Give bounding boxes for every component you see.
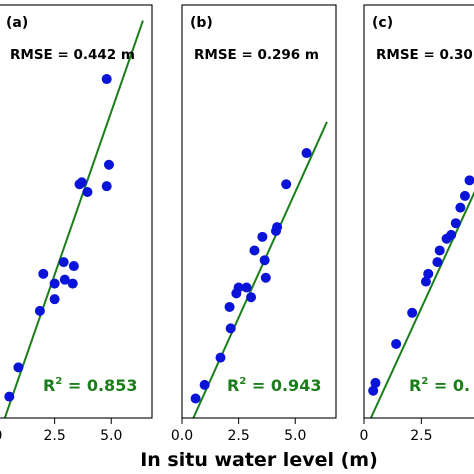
r2-exponent: 2 (421, 376, 428, 387)
data-point-9 (67, 278, 78, 289)
panel-2: 0.0 2.5 5.0 (b) RMSE = 0.296 m R2 = 0.943 (171, 4, 337, 444)
data-point-1 (368, 385, 379, 396)
x-axis-label: In situ water level (m) (140, 449, 378, 471)
panel-label: (c) (372, 15, 393, 31)
data-point-1 (190, 393, 201, 404)
data-point-5 (49, 278, 60, 289)
r2-value: = 0. (428, 376, 470, 395)
data-point-13 (459, 190, 470, 201)
data-point-13 (82, 187, 93, 198)
data-point-4 (38, 268, 49, 279)
data-point-14 (464, 175, 474, 186)
r2-text: R2 = 0. (409, 376, 470, 395)
data-point-11 (257, 231, 268, 242)
r2-exponent: 2 (239, 376, 246, 387)
data-point-4 (407, 307, 418, 318)
data-point-10 (249, 245, 260, 256)
data-point-15 (272, 222, 283, 233)
data-point-1 (4, 391, 15, 402)
data-point-5 (420, 276, 431, 287)
r2-text: R2 = 0.853 (43, 376, 137, 395)
data-point-15 (103, 159, 114, 170)
x-tick-label: 5.0 (284, 428, 306, 444)
r2-exponent: 2 (55, 376, 62, 387)
data-point-3 (215, 352, 226, 363)
data-point-8 (434, 245, 445, 256)
x-tick-label: 0 (360, 428, 369, 444)
data-point-8 (59, 274, 70, 285)
x-tick-label: 2.5 (227, 428, 249, 444)
fit-line (192, 121, 328, 418)
data-point-13 (260, 272, 271, 283)
rmse-text: RMSE = 0.442 m (10, 47, 135, 63)
r2-prefix: R (43, 376, 55, 395)
data-point-8 (241, 282, 252, 293)
x-tick-label: 2.5 (43, 428, 65, 444)
r2-prefix: R (227, 376, 239, 395)
panel-label: (a) (6, 15, 28, 31)
data-point-6 (423, 268, 434, 279)
panel-frame (0, 4, 153, 419)
r2-prefix: R (409, 376, 421, 395)
data-point-6 (49, 294, 60, 305)
data-point-10 (446, 229, 457, 240)
data-point-7 (432, 257, 443, 268)
data-point-16 (101, 181, 112, 192)
data-point-5 (224, 301, 235, 312)
data-point-3 (34, 305, 45, 316)
r2-value: = 0.943 (246, 376, 321, 395)
data-point-9 (246, 292, 257, 303)
panel-1: 0 2.5 5.0 (a) RMSE = 0.442 m R2 = 0.853 (0, 4, 153, 444)
panel-label: (b) (190, 15, 213, 31)
data-point-10 (68, 261, 79, 272)
x-tick-label: 0.0 (171, 428, 193, 444)
data-point-7 (58, 257, 69, 268)
data-point-17 (301, 148, 312, 159)
data-point-2 (370, 377, 381, 388)
r2-text: R2 = 0.943 (227, 376, 321, 395)
data-point-3 (391, 338, 402, 349)
data-point-12 (76, 177, 87, 188)
data-point-7 (233, 282, 244, 293)
rmse-text: RMSE = 0.30 (376, 47, 473, 63)
data-point-4 (225, 323, 236, 334)
rmse-text: RMSE = 0.296 m (194, 47, 319, 63)
data-point-2 (199, 379, 210, 390)
data-point-14 (101, 74, 112, 85)
data-point-16 (281, 179, 292, 190)
data-point-12 (259, 255, 270, 266)
r2-value: = 0.853 (62, 376, 137, 395)
panel-frame (363, 4, 474, 419)
x-tick-label: 5.0 (100, 428, 122, 444)
x-tick-label: 2.5 (410, 428, 432, 444)
panel-frame (181, 4, 337, 419)
fit-line (3, 20, 144, 418)
data-point-2 (13, 362, 24, 373)
x-tick-label: 0 (0, 428, 2, 444)
data-point-12 (455, 202, 466, 213)
data-point-11 (450, 218, 461, 229)
fit-line (369, 190, 474, 418)
